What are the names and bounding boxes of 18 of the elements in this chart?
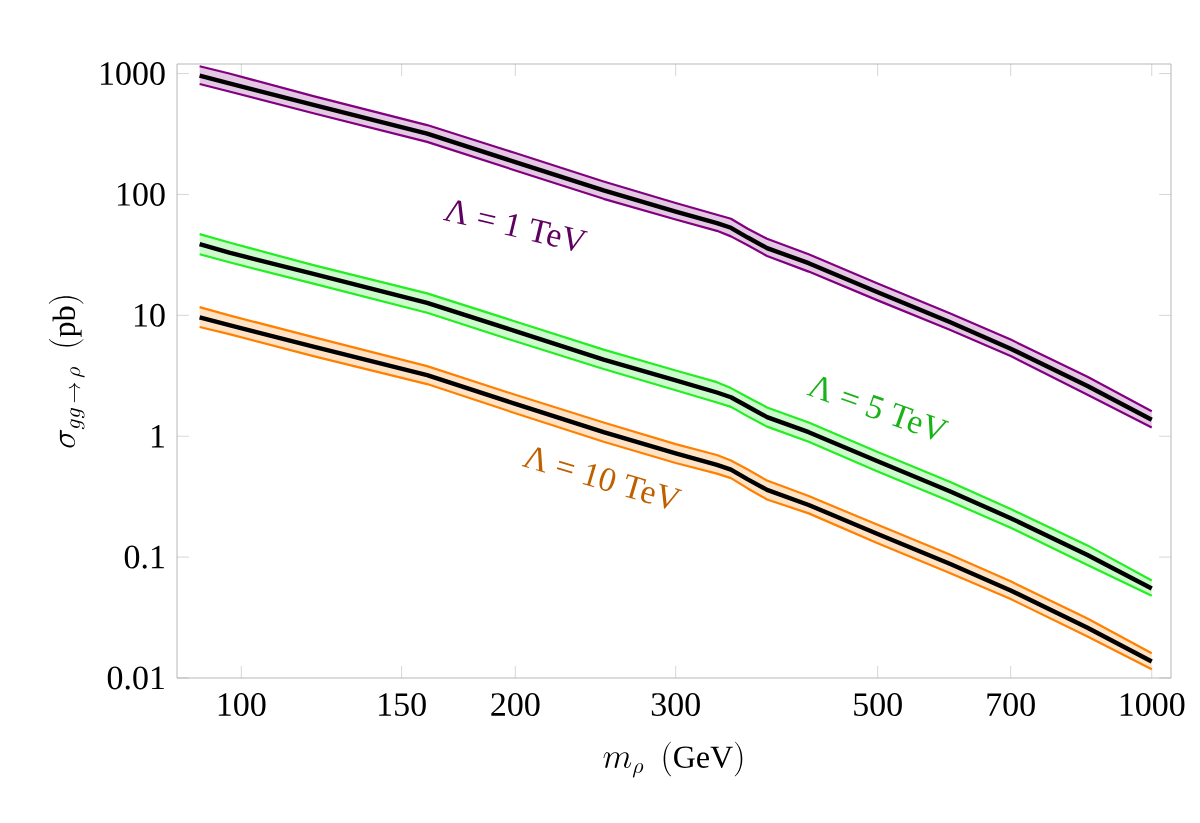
x-tick-label: 150: [379, 693, 426, 717]
text: Λ = 5 TeV: [806, 376, 950, 440]
x-axis-title: $m_\rho\ \ (\mathrm{GeV})$: [603, 741, 743, 778]
x-tick-label: 100: [218, 693, 266, 717]
y-tick-label: 0.1: [124, 545, 164, 569]
y-tick-label: 1000: [100, 62, 165, 86]
y-axis-title: $\sigma_{gg\,\to\,\rho}\ \ (\mathrm{pb})$: [48, 296, 85, 448]
y-tick-label: 0.01: [107, 666, 164, 690]
text: Λ = 1 TeV: [442, 200, 588, 252]
x-tick-label: 700: [987, 693, 1035, 717]
x-tick-label: 200: [491, 693, 540, 717]
x-tick-label: 1000: [1120, 693, 1185, 717]
x-tick-label: 300: [651, 693, 700, 717]
text: Λ = 10 TeV: [521, 447, 683, 509]
y-tick-label: 1: [151, 424, 164, 448]
x-tick-label: 500: [854, 693, 902, 717]
y-tick-label: 10: [134, 303, 165, 327]
y-tick-label: 100: [117, 182, 165, 206]
